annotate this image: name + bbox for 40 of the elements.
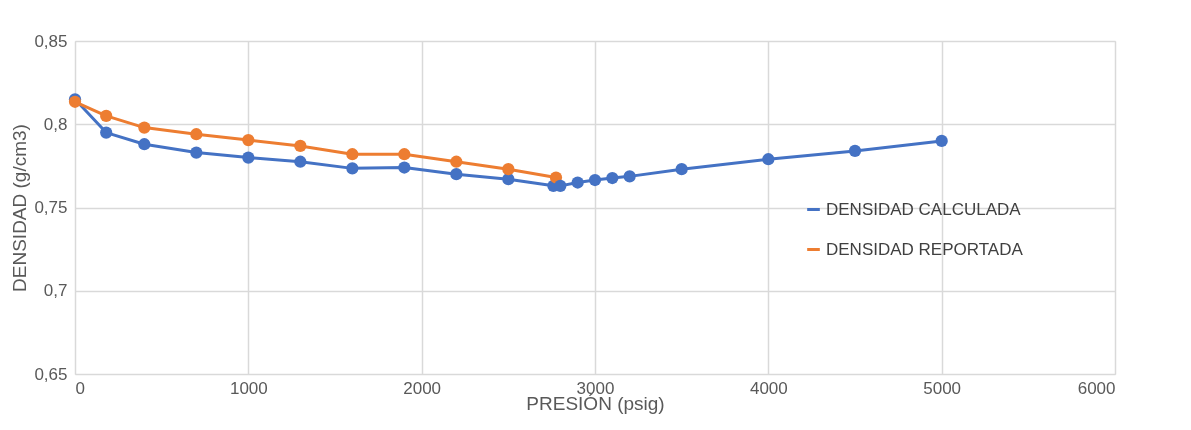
point xyxy=(571,176,584,189)
point xyxy=(346,162,359,175)
point xyxy=(450,155,463,168)
point xyxy=(100,126,113,139)
point xyxy=(138,138,151,151)
y-tick-label: 0,65 xyxy=(34,364,68,384)
x-tick-label: 5000 xyxy=(923,378,962,398)
point xyxy=(554,179,567,192)
legend-label: DENSIDAD REPORTADA xyxy=(826,239,1024,259)
y-tick-label: 0,85 xyxy=(34,31,68,51)
point xyxy=(450,168,463,181)
point xyxy=(502,163,515,176)
x-tick-label: 1000 xyxy=(229,378,268,398)
point xyxy=(623,170,636,183)
y-tick-label: 0,7 xyxy=(43,281,68,301)
y-tick-label: 0,8 xyxy=(43,114,68,134)
x-tick-label: 2000 xyxy=(403,378,442,398)
point xyxy=(242,151,255,164)
point xyxy=(138,121,151,134)
point xyxy=(398,148,411,161)
point xyxy=(675,163,688,176)
y-axis-title: DENSIDAD (g/cm3) xyxy=(9,124,31,292)
point xyxy=(398,161,411,174)
x-tick-label: 0 xyxy=(75,378,85,398)
point xyxy=(346,148,359,161)
point xyxy=(242,133,255,147)
point xyxy=(848,144,862,157)
point xyxy=(606,171,619,185)
y-tick-label: 0,75 xyxy=(34,198,68,217)
point xyxy=(935,134,948,148)
point xyxy=(588,173,602,187)
point xyxy=(190,146,203,159)
point xyxy=(100,109,113,123)
x-tick-label: 6000 xyxy=(1077,378,1116,398)
x-tick-label: 4000 xyxy=(749,378,788,398)
point xyxy=(294,155,307,168)
point xyxy=(190,128,203,141)
point xyxy=(294,139,307,153)
point xyxy=(762,153,775,166)
legend-label: DENSIDAD CALCULADA xyxy=(826,199,1022,219)
